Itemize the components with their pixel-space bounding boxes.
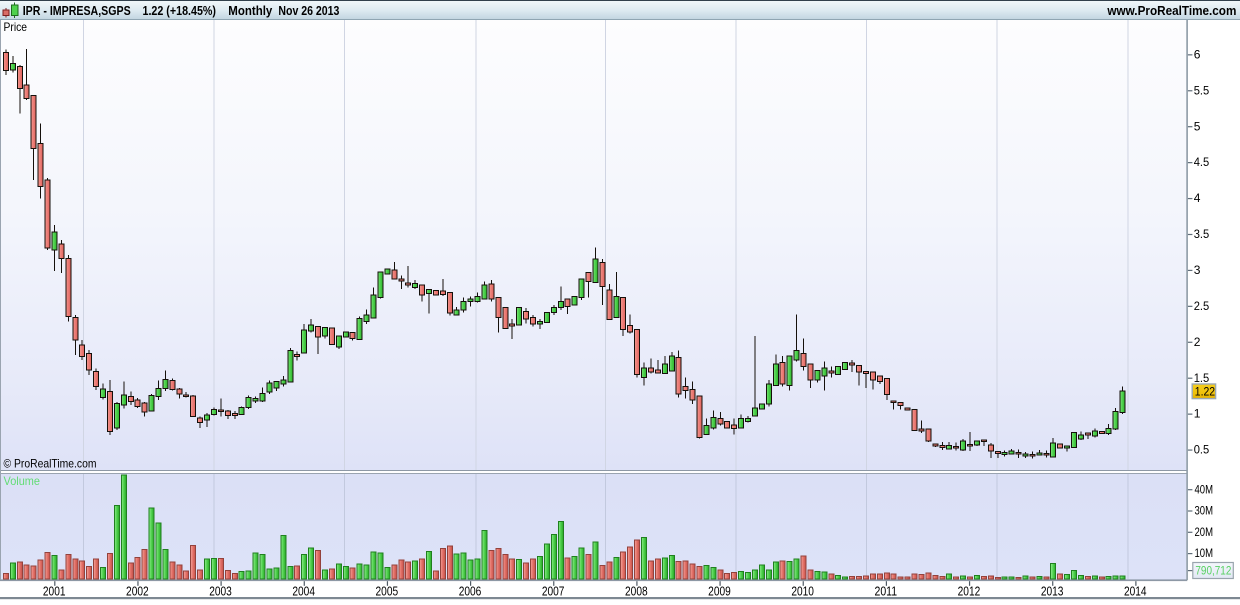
svg-text:2008: 2008 bbox=[625, 585, 648, 599]
svg-text:2014: 2014 bbox=[1124, 585, 1147, 599]
svg-text:IPR - IMPRESA,SGPS: IPR - IMPRESA,SGPS bbox=[23, 4, 131, 18]
svg-text:2010: 2010 bbox=[791, 585, 814, 599]
svg-text:Nov 26 2013: Nov 26 2013 bbox=[278, 4, 339, 18]
svg-text:2005: 2005 bbox=[376, 585, 399, 599]
svg-text:2004: 2004 bbox=[292, 585, 315, 599]
svg-text:5: 5 bbox=[1194, 119, 1201, 133]
svg-text:www.ProRealTime.com: www.ProRealTime.com bbox=[1106, 4, 1236, 18]
svg-text:2009: 2009 bbox=[708, 585, 731, 599]
svg-text:Monthly: Monthly bbox=[228, 4, 272, 18]
svg-text:790,712: 790,712 bbox=[1195, 563, 1231, 577]
svg-text:© ProRealTime.com: © ProRealTime.com bbox=[4, 457, 97, 471]
svg-text:1.5: 1.5 bbox=[1194, 371, 1210, 385]
svg-text:2003: 2003 bbox=[209, 585, 232, 599]
svg-text:0.5: 0.5 bbox=[1194, 443, 1210, 457]
svg-text:20M: 20M bbox=[1195, 525, 1214, 539]
svg-text:4.5: 4.5 bbox=[1194, 155, 1210, 169]
svg-text:Volume: Volume bbox=[4, 474, 41, 488]
svg-text:2006: 2006 bbox=[459, 585, 482, 599]
svg-text:1.22: 1.22 bbox=[1195, 385, 1216, 399]
svg-text:2011: 2011 bbox=[875, 585, 898, 599]
svg-text:6: 6 bbox=[1194, 47, 1201, 61]
svg-text:2013: 2013 bbox=[1041, 585, 1064, 599]
svg-text:1: 1 bbox=[1194, 407, 1201, 421]
svg-text:2.5: 2.5 bbox=[1194, 299, 1210, 313]
svg-text:2012: 2012 bbox=[958, 585, 981, 599]
svg-text:2007: 2007 bbox=[542, 585, 565, 599]
svg-text:40M: 40M bbox=[1195, 482, 1214, 496]
svg-text:2: 2 bbox=[1194, 335, 1201, 349]
svg-text:2001: 2001 bbox=[43, 585, 66, 599]
svg-text:10M: 10M bbox=[1195, 546, 1214, 560]
svg-text:3: 3 bbox=[1194, 263, 1201, 277]
svg-text:1.22 (+18.45%): 1.22 (+18.45%) bbox=[143, 4, 217, 18]
svg-text:5.5: 5.5 bbox=[1194, 83, 1210, 97]
svg-text:30M: 30M bbox=[1195, 504, 1214, 518]
svg-text:2002: 2002 bbox=[126, 585, 149, 599]
svg-text:Price: Price bbox=[4, 20, 28, 34]
svg-text:4: 4 bbox=[1194, 191, 1201, 205]
svg-text:3.5: 3.5 bbox=[1194, 227, 1210, 241]
